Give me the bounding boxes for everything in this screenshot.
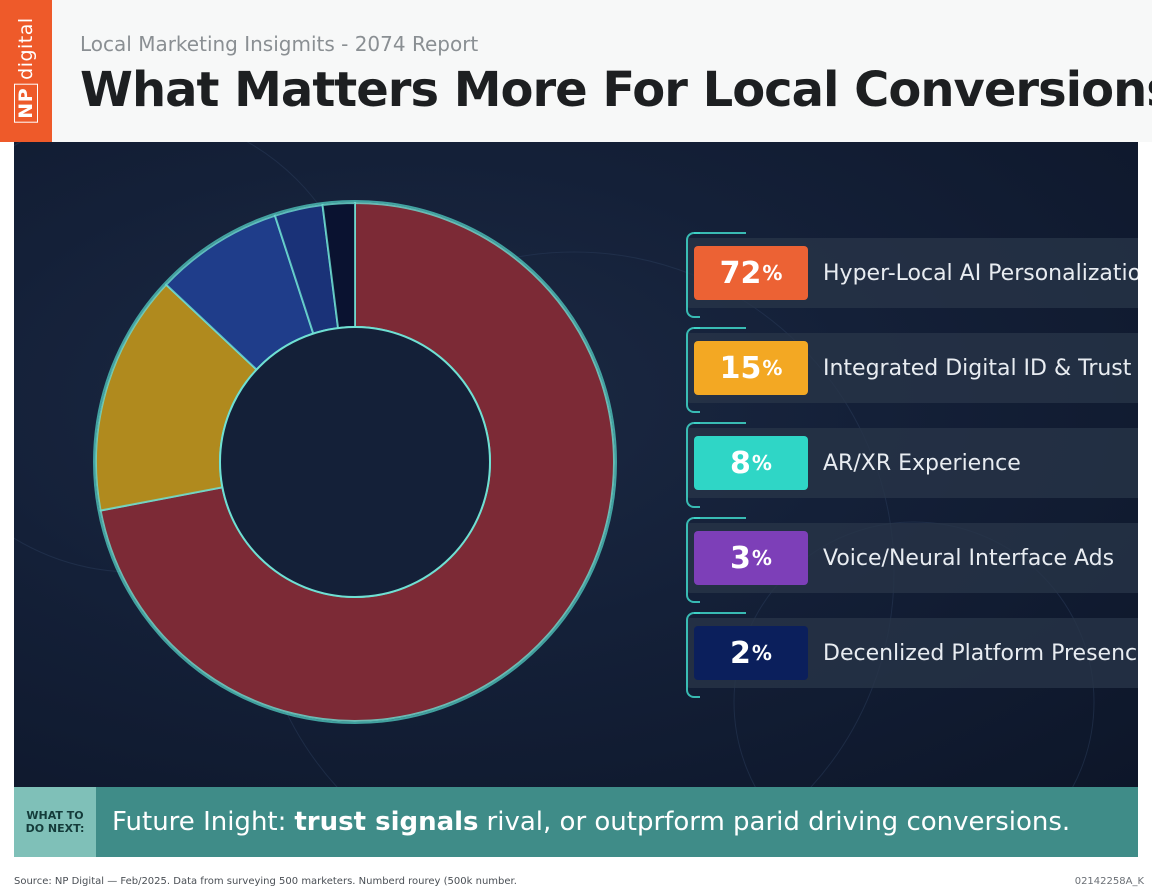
legend-item: 72% Hyper-Local AI Personalization [686, 232, 1138, 318]
legend-value: 72 [719, 255, 762, 291]
brand-wordmark: NP digital [14, 17, 38, 123]
legend-value: 2 [730, 635, 751, 671]
legend-bracket-top [694, 422, 746, 424]
insight-text: Future Inight: trust signals rival, or o… [112, 787, 1070, 857]
legend-bracket [686, 327, 700, 413]
donut-hole [219, 326, 491, 598]
legend-value-badge: 72% [694, 246, 808, 300]
report-subtitle: Local Marketing Insigmits - 2074 Report [80, 32, 479, 56]
legend-unit: % [762, 261, 783, 285]
legend-label: Integrated Digital ID & Trust [823, 355, 1132, 381]
header: NP digital Local Marketing Insigmits - 20… [0, 0, 1152, 142]
brand-logo: NP digital [0, 0, 52, 142]
donut-outer-ring [93, 200, 617, 724]
legend-unit: % [751, 451, 772, 475]
legend-bracket [686, 517, 700, 603]
brand-name: digital [15, 17, 37, 80]
legend-item: 8% AR/XR Experience [686, 422, 1138, 508]
legend-bracket-top [694, 232, 746, 234]
source-note: Source: NP Digital — Feb/2025. Data from… [14, 876, 517, 887]
insight-tag-line1: WHAT TO [26, 809, 84, 822]
donut-chart [14, 142, 1095, 787]
legend-item: 2% Decenlized Platform Presence [686, 612, 1138, 698]
legend-value-badge: 2% [694, 626, 808, 680]
legend-value: 8 [730, 445, 751, 481]
legend-value: 15 [719, 350, 762, 386]
page-title: What Matters More For Local Conversions? [80, 62, 1152, 118]
legend-label: Voice/Neural Interface Ads [823, 545, 1115, 571]
legend-item: 15% Integrated Digital ID & Trust [686, 327, 1138, 413]
insight-bold: trust signals [294, 807, 479, 837]
insight-tag-line2: DO NEXT: [25, 822, 85, 835]
legend-bracket [686, 422, 700, 508]
legend-value-badge: 3% [694, 531, 808, 585]
legend-unit: % [751, 641, 772, 665]
background-arc-2 [733, 521, 1095, 787]
chart-panel: 72% Hyper-Local AI Personalization 15% Inte… [14, 142, 1138, 787]
insight-tag: WHAT TO DO NEXT: [14, 787, 96, 857]
legend-unit: % [751, 546, 772, 570]
legend-value-badge: 15% [694, 341, 808, 395]
legend-bracket-top [694, 517, 746, 519]
legend-unit: % [762, 356, 783, 380]
legend-value-badge: 8% [694, 436, 808, 490]
insight-bar: WHAT TO DO NEXT: Future Inight: trust si… [14, 787, 1138, 857]
legend-label: Decenlized Platform Presence [823, 640, 1138, 666]
insight-suffix: rival, or outprform parid driving conver… [486, 807, 1071, 837]
legend-bracket-top [694, 327, 746, 329]
legend-label: Hyper-Local AI Personalization [823, 260, 1138, 286]
brand-np: NP [14, 83, 38, 123]
image-code: 02142258A_K [1074, 876, 1144, 887]
legend-bracket [686, 232, 700, 318]
legend-bracket-top [694, 612, 746, 614]
legend-value: 3 [730, 540, 751, 576]
insight-prefix: Future Inight: [112, 807, 287, 837]
legend-item: 3% Voice/Neural Interface Ads [686, 517, 1138, 603]
legend-label: AR/XR Experience [823, 450, 1021, 476]
legend-bracket [686, 612, 700, 698]
